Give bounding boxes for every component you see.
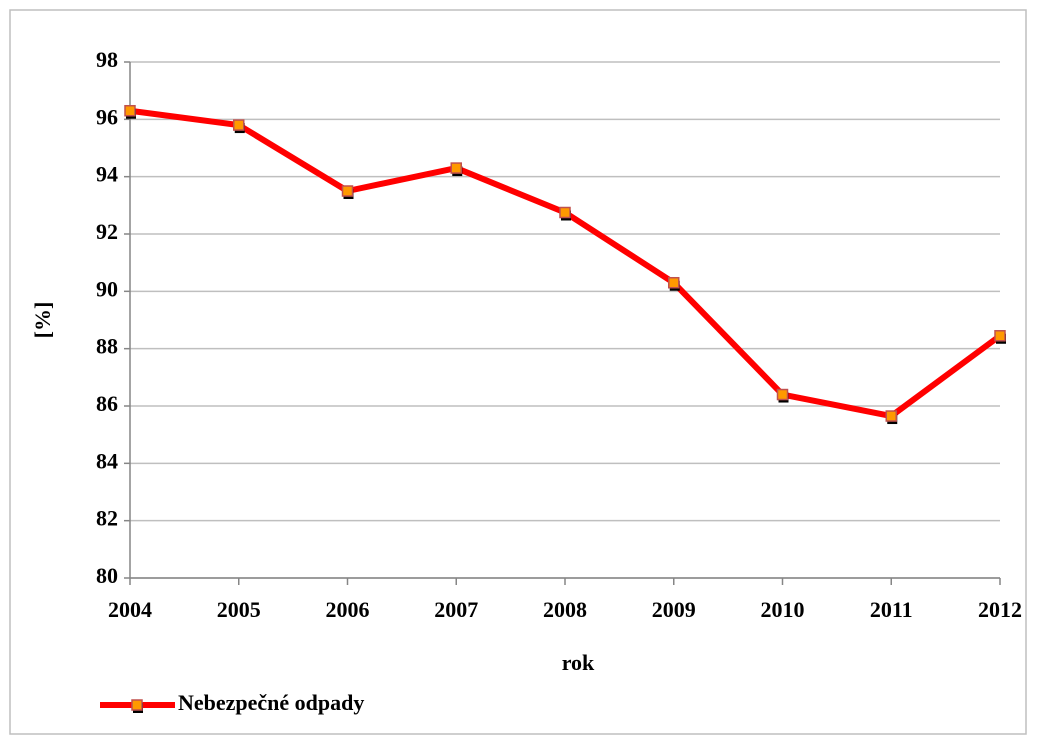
x-tick-label: 2010 [761, 597, 805, 622]
x-tick-label: 2012 [978, 597, 1022, 622]
point [559, 206, 571, 219]
point [885, 410, 897, 422]
y-tick-label: 96 [96, 104, 118, 129]
x-tick-label: 2011 [870, 597, 913, 622]
x-tick-label: 2007 [434, 597, 478, 622]
y-tick-label: 98 [96, 47, 118, 72]
point [233, 119, 245, 131]
x-tick-label: 2009 [652, 597, 696, 622]
point [776, 388, 789, 401]
point [450, 162, 462, 174]
legend-label: Nebezpečné odpady [178, 690, 364, 715]
y-tick-label: 90 [96, 276, 118, 301]
y-tick-label: 84 [96, 448, 118, 473]
x-tick-label: 2006 [326, 597, 370, 622]
point [341, 185, 354, 197]
y-tick-label: 82 [96, 506, 118, 531]
x-axis-title: rok [562, 650, 595, 675]
x-tick-label: 2004 [108, 597, 152, 622]
y-tick-label: 94 [96, 162, 118, 187]
y-tick-label: 88 [96, 334, 118, 359]
y-tick-label: 92 [96, 219, 118, 244]
point [124, 104, 136, 117]
x-tick-label: 2008 [543, 597, 587, 622]
y-axis-title: [%] [30, 302, 55, 339]
y-tick-label: 80 [96, 563, 118, 588]
point [994, 330, 1006, 342]
point [668, 276, 680, 289]
chart-border [9, 9, 1027, 735]
legend-marker [131, 699, 143, 711]
x-tick-label: 2005 [217, 597, 261, 622]
y-tick-label: 86 [96, 391, 118, 416]
